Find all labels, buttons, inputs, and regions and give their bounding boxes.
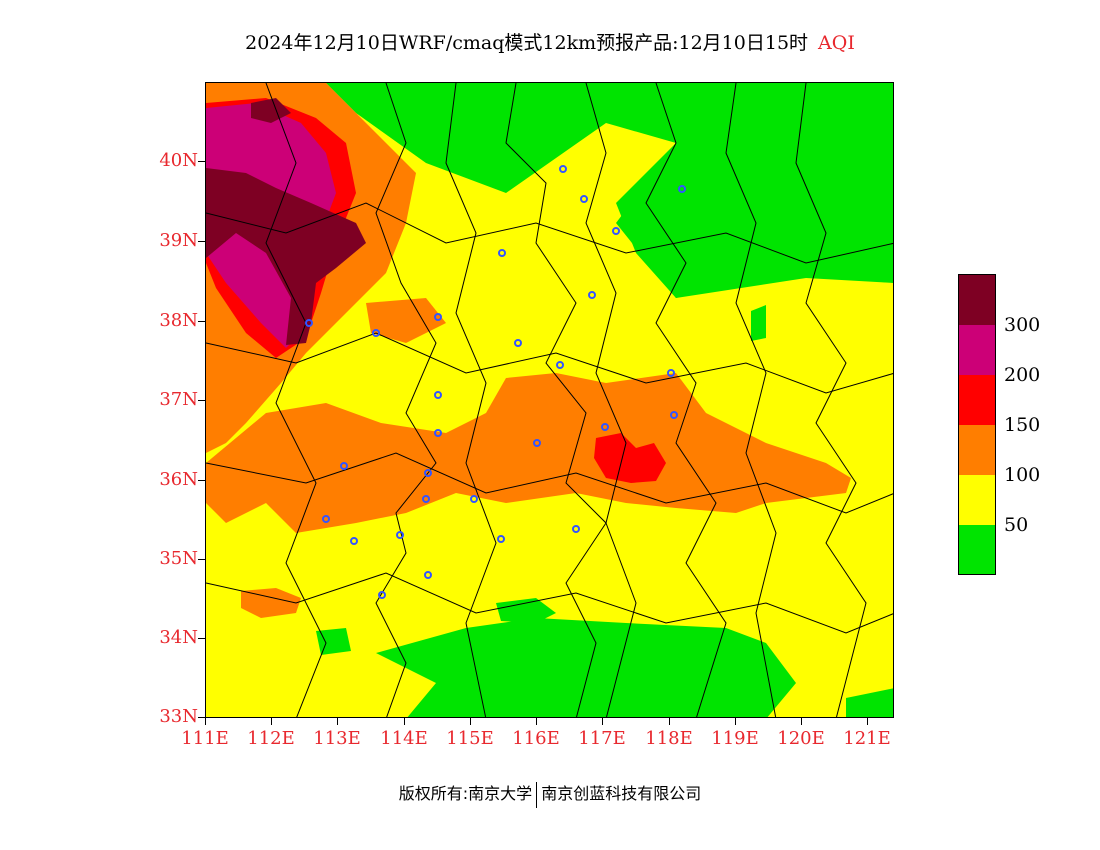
hazardous-region — [206, 168, 366, 345]
lon-label-114: 114E — [380, 728, 428, 749]
good-region-northeast — [616, 113, 893, 298]
product-label: AQI — [818, 32, 855, 54]
hazardous-region-top — [251, 98, 291, 123]
lat-tick-37 — [198, 400, 205, 401]
lon-tick-120 — [801, 718, 802, 725]
lat-tick-36 — [198, 480, 205, 481]
legend-label-300: 300 — [1004, 314, 1041, 336]
legend-label-50: 50 — [1004, 514, 1029, 536]
station-markers — [305, 165, 686, 599]
map-title: 2024年12月10日WRF/cmaq模式12km预报产品:12月10日15时 A… — [0, 28, 1100, 55]
lon-label-118: 118E — [645, 728, 693, 749]
lon-label-111: 111E — [181, 728, 229, 749]
lon-tick-115 — [470, 718, 471, 725]
good-region-southeast — [846, 688, 893, 717]
legend-swatch-good — [959, 525, 995, 574]
orange-region-central — [206, 373, 851, 533]
lon-tick-119 — [735, 718, 736, 725]
title-text: 2024年12月10日WRF/cmaq模式12km预报产品:12月10日15时 — [245, 32, 809, 54]
lon-tick-112 — [271, 718, 272, 725]
aqi-map — [205, 82, 894, 718]
good-region-island — [496, 598, 556, 623]
lon-tick-114 — [404, 718, 405, 725]
lat-label-33: 33N — [159, 706, 198, 727]
good-region-east-strip — [751, 305, 766, 341]
legend-swatch-hazardous — [959, 275, 995, 325]
legend-swatch-unhealthy — [959, 375, 995, 425]
lon-tick-116 — [536, 718, 537, 725]
lon-label-121: 121E — [843, 728, 891, 749]
lat-tick-35 — [198, 559, 205, 560]
lon-tick-113 — [337, 718, 338, 725]
lon-label-113: 113E — [313, 728, 361, 749]
lon-label-116: 116E — [512, 728, 560, 749]
lat-tick-33 — [198, 717, 205, 718]
copyright-right: 南京创蓝科技有限公司 — [541, 784, 702, 803]
lat-label-38: 38N — [159, 310, 198, 331]
good-region-south — [376, 618, 796, 717]
boundary-lines — [206, 83, 893, 717]
lat-label-40: 40N — [159, 150, 198, 171]
lon-label-115: 115E — [446, 728, 494, 749]
lat-label-39: 39N — [159, 230, 198, 251]
legend-label-100: 100 — [1004, 464, 1041, 486]
lon-label-120: 120E — [777, 728, 825, 749]
lat-tick-40 — [198, 161, 205, 162]
good-region-west-small — [316, 628, 351, 655]
legend-swatch-unhealthy-sensitive — [959, 425, 995, 475]
legend-swatch-moderate — [959, 475, 995, 525]
lon-tick-111 — [205, 718, 206, 725]
lat-tick-39 — [198, 241, 205, 242]
copyright-footer: 版权所有:南京大学 南京创蓝科技有限公司 — [0, 780, 1100, 808]
lon-label-112: 112E — [247, 728, 295, 749]
aqi-legend — [958, 274, 996, 575]
lon-label-117: 117E — [578, 728, 626, 749]
lat-tick-34 — [198, 638, 205, 639]
lat-label-37: 37N — [159, 389, 198, 410]
orange-region-north-center — [366, 298, 446, 343]
red-region-east — [594, 433, 666, 483]
lat-label-35: 35N — [159, 548, 198, 569]
legend-swatch-very-unhealthy — [959, 325, 995, 375]
lon-tick-118 — [669, 718, 670, 725]
footer-divider — [536, 781, 538, 808]
copyright-left: 版权所有:南京大学 — [398, 784, 533, 803]
lon-label-119: 119E — [711, 728, 759, 749]
lat-label-34: 34N — [159, 627, 198, 648]
lon-tick-121 — [867, 718, 868, 725]
lat-tick-38 — [198, 321, 205, 322]
orange-region-southwest — [241, 588, 301, 618]
legend-label-150: 150 — [1004, 414, 1041, 436]
lat-label-36: 36N — [159, 469, 198, 490]
legend-label-200: 200 — [1004, 364, 1041, 386]
lon-tick-117 — [602, 718, 603, 725]
aqi-map-svg — [206, 83, 893, 717]
